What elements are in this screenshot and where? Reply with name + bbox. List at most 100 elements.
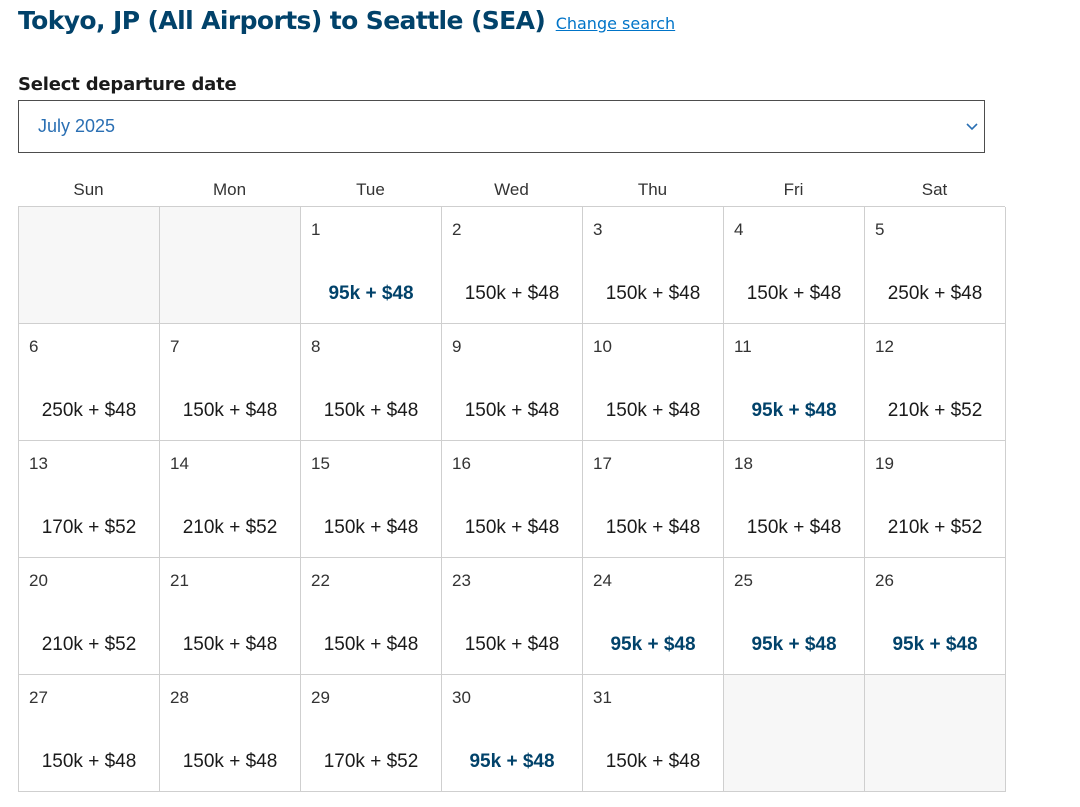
weekday-label-sat: Sat <box>921 180 948 199</box>
calendar-day-cell-10[interactable]: 10 150k + $48 <box>583 324 724 441</box>
calendar-day-cell-15[interactable]: 15 150k + $48 <box>301 441 442 558</box>
fare-price: 150k + $48 <box>464 400 560 421</box>
day-number: 4 <box>734 220 744 239</box>
day-number: 30 <box>452 688 471 707</box>
calendar-day-cell-17[interactable]: 17 150k + $48 <box>583 441 724 558</box>
fare-price: 150k + $48 <box>464 283 560 304</box>
calendar-day-cell-7[interactable]: 7 150k + $48 <box>160 324 301 441</box>
calendar-day-cell-20[interactable]: 20 210k + $52 <box>19 558 160 675</box>
month-select[interactable]: July 2025 <box>18 100 985 153</box>
weekday-label-wed: Wed <box>494 180 529 199</box>
fare-price: 210k + $52 <box>887 400 983 421</box>
weekday-label-thu: Thu <box>637 180 668 199</box>
lowest-fare-price: 95k + $48 <box>751 400 837 421</box>
calendar-day-cell-19[interactable]: 19 210k + $52 <box>865 441 1006 558</box>
lowest-fare-price: 95k + $48 <box>751 634 837 655</box>
day-number: 15 <box>311 454 330 473</box>
fare-price: 250k + $48 <box>41 400 137 421</box>
day-number: 14 <box>170 454 189 473</box>
page-header: Tokyo, JP (All Airports) to Seattle (SEA… <box>18 6 675 35</box>
lowest-fare-price: 95k + $48 <box>328 283 414 304</box>
calendar-day-cell-22[interactable]: 22 150k + $48 <box>301 558 442 675</box>
calendar-day-cell-13[interactable]: 13 170k + $52 <box>19 441 160 558</box>
day-number: 27 <box>29 688 48 707</box>
calendar-day-cell-3[interactable]: 3 150k + $48 <box>583 207 724 324</box>
calendar-day-cell-12[interactable]: 12 210k + $52 <box>865 324 1006 441</box>
calendar-day-cell-11[interactable]: 11 95k + $48 <box>724 324 865 441</box>
day-number: 21 <box>170 571 189 590</box>
day-number: 18 <box>734 454 753 473</box>
day-number: 13 <box>29 454 48 473</box>
weekday-label-mon: Mon <box>212 180 247 199</box>
calendar-day-cell-1[interactable]: 1 95k + $48 <box>301 207 442 324</box>
fare-price: 150k + $48 <box>605 751 701 772</box>
fare-price: 210k + $52 <box>887 517 983 538</box>
day-number: 8 <box>311 337 321 356</box>
chevron-down-icon <box>966 123 978 131</box>
calendar-empty-cell <box>865 675 1006 792</box>
calendar-day-cell-27[interactable]: 27 150k + $48 <box>19 675 160 792</box>
fare-price: 150k + $48 <box>464 634 560 655</box>
fare-price: 150k + $48 <box>605 283 701 304</box>
calendar-day-cell-14[interactable]: 14 210k + $52 <box>160 441 301 558</box>
calendar-day-cell-21[interactable]: 21 150k + $48 <box>160 558 301 675</box>
calendar-day-cell-26[interactable]: 26 95k + $48 <box>865 558 1006 675</box>
fare-price: 150k + $48 <box>182 751 278 772</box>
fare-price: 250k + $48 <box>887 283 983 304</box>
fare-price: 170k + $52 <box>323 751 419 772</box>
day-number: 5 <box>875 220 885 239</box>
fare-price: 150k + $48 <box>182 634 278 655</box>
day-number: 17 <box>593 454 612 473</box>
calendar-day-cell-5[interactable]: 5 250k + $48 <box>865 207 1006 324</box>
fare-price: 210k + $52 <box>182 517 278 538</box>
calendar-day-cell-31[interactable]: 31 150k + $48 <box>583 675 724 792</box>
fare-price: 150k + $48 <box>182 400 278 421</box>
day-number: 31 <box>593 688 612 707</box>
calendar-day-cell-18[interactable]: 18 150k + $48 <box>724 441 865 558</box>
calendar-day-cell-25[interactable]: 25 95k + $48 <box>724 558 865 675</box>
calendar-day-cell-8[interactable]: 8 150k + $48 <box>301 324 442 441</box>
weekday-header-row: Sun Mon Tue Wed Thu Fri Sat <box>18 180 1005 200</box>
calendar-day-cell-29[interactable]: 29 170k + $52 <box>301 675 442 792</box>
calendar-day-cell-16[interactable]: 16 150k + $48 <box>442 441 583 558</box>
day-number: 20 <box>29 571 48 590</box>
day-number: 22 <box>311 571 330 590</box>
calendar-day-cell-24[interactable]: 24 95k + $48 <box>583 558 724 675</box>
calendar-day-cell-4[interactable]: 4 150k + $48 <box>724 207 865 324</box>
fare-price: 150k + $48 <box>323 517 419 538</box>
calendar-day-cell-9[interactable]: 9 150k + $48 <box>442 324 583 441</box>
fare-price: 150k + $48 <box>746 283 842 304</box>
fare-price: 150k + $48 <box>746 517 842 538</box>
fare-price: 150k + $48 <box>464 517 560 538</box>
calendar-day-cell-2[interactable]: 2 150k + $48 <box>442 207 583 324</box>
fare-price: 150k + $48 <box>605 400 701 421</box>
calendar-day-cell-28[interactable]: 28 150k + $48 <box>160 675 301 792</box>
calendar-day-cell-23[interactable]: 23 150k + $48 <box>442 558 583 675</box>
day-number: 3 <box>593 220 603 239</box>
weekday-label-sun: Sun <box>73 180 104 199</box>
day-number: 1 <box>311 220 321 239</box>
calendar-day-cell-30[interactable]: 30 95k + $48 <box>442 675 583 792</box>
change-search-link[interactable]: Change search <box>555 14 676 33</box>
fare-price: 170k + $52 <box>41 517 137 538</box>
fare-price: 150k + $48 <box>323 634 419 655</box>
weekday-label-tue: Tue <box>356 180 385 199</box>
calendar-empty-cell <box>19 207 160 324</box>
day-number: 28 <box>170 688 189 707</box>
fare-price: 210k + $52 <box>41 634 137 655</box>
day-number: 26 <box>875 571 894 590</box>
calendar-day-cell-6[interactable]: 6 250k + $48 <box>19 324 160 441</box>
day-number: 25 <box>734 571 753 590</box>
day-number: 9 <box>452 337 462 356</box>
day-number: 24 <box>593 571 612 590</box>
departure-date-label: Select departure date <box>18 74 237 95</box>
day-number: 19 <box>875 454 894 473</box>
day-number: 23 <box>452 571 471 590</box>
lowest-fare-price: 95k + $48 <box>469 751 555 772</box>
day-number: 10 <box>593 337 612 356</box>
day-number: 6 <box>29 337 39 356</box>
day-number: 2 <box>452 220 462 239</box>
fare-price: 150k + $48 <box>605 517 701 538</box>
day-number: 29 <box>311 688 330 707</box>
weekday-label-fri: Fri <box>783 180 804 199</box>
